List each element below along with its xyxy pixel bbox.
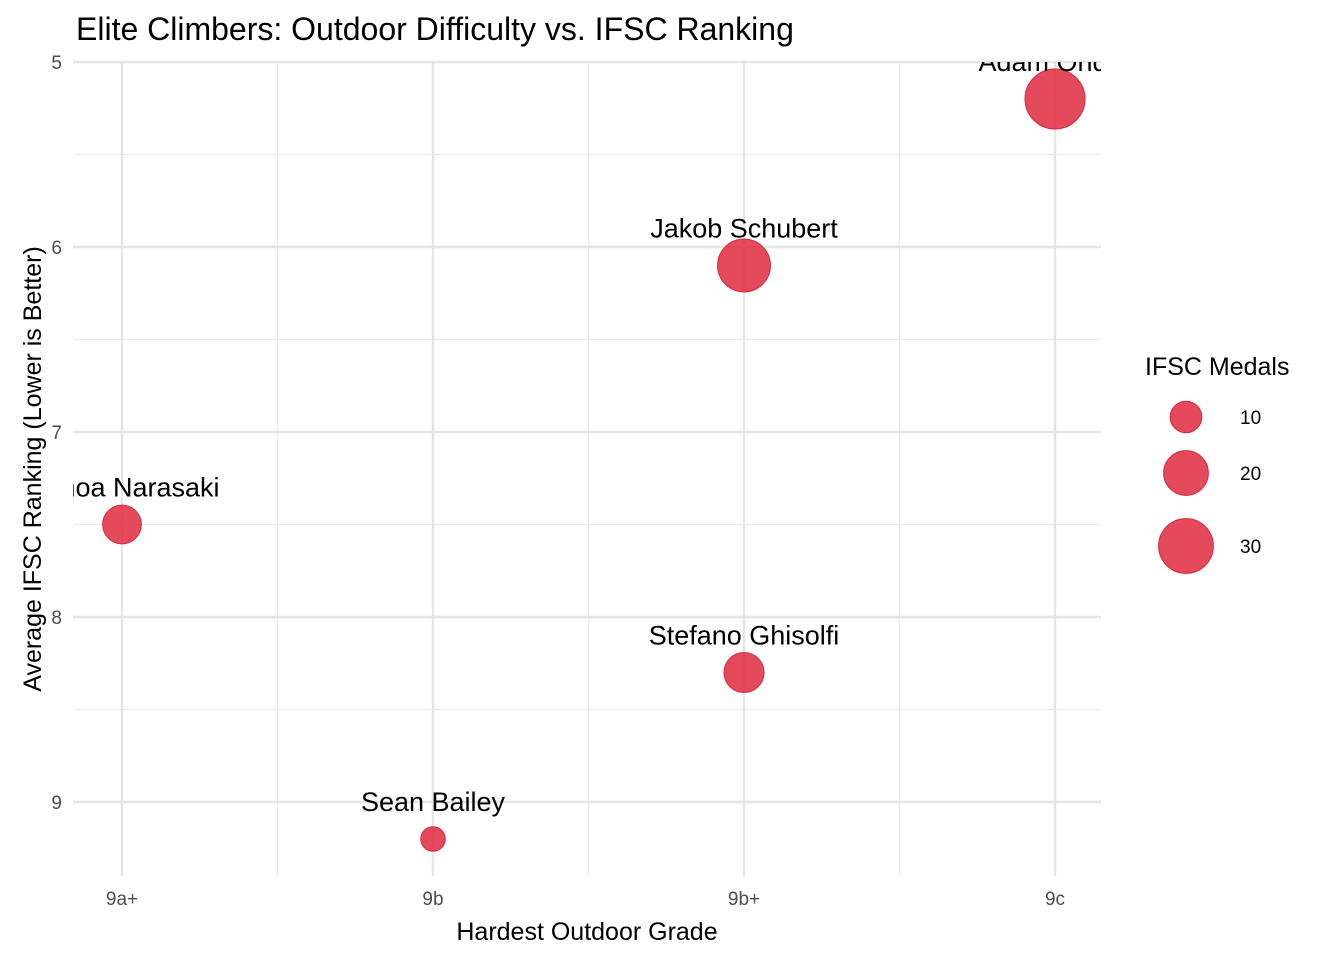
data-label: Jakob Schubert: [650, 214, 838, 244]
x-axis-title: Hardest Outdoor Grade: [456, 918, 717, 946]
data-point: [717, 238, 771, 293]
x-tick-label: 9a+: [106, 889, 138, 910]
y-tick-label: 7: [51, 423, 62, 444]
data-label: Sean Bailey: [361, 787, 506, 817]
legend-label: 10: [1240, 408, 1261, 429]
grid-minor: [73, 62, 1101, 876]
y-tick-label: 6: [51, 238, 62, 259]
legend-key: [1169, 400, 1203, 434]
legend-label: 20: [1240, 464, 1261, 485]
y-tick-label: 5: [51, 53, 62, 74]
data-point: [102, 504, 142, 545]
data-label: Tomoa Narasaki: [24, 473, 219, 503]
y-axis-title: Average IFSC Ranking (Lower is Better): [19, 246, 47, 692]
legend-key: [1163, 450, 1209, 496]
y-axis-ticks: 5 6 7 8 9: [51, 53, 62, 814]
y-tick-label: 9: [51, 793, 62, 814]
x-axis-ticks: 9a+ 9b 9b+ 9c: [106, 889, 1065, 910]
data-labels: Adam Ondra Jakob Schubert Tomoa Narasaki St…: [24, 47, 1132, 817]
grid-major: [73, 60, 1101, 876]
data-label: Stefano Ghisolfi: [649, 621, 840, 651]
y-tick-label: 8: [51, 608, 62, 629]
legend-label: 30: [1240, 537, 1261, 558]
legend-items: 10 20 30: [1158, 400, 1261, 574]
size-legend: IFSC Medals 10 20 30: [1145, 353, 1289, 574]
legend-title: IFSC Medals: [1145, 353, 1289, 381]
x-tick-label: 9c: [1045, 889, 1065, 910]
data-point: [1024, 68, 1086, 130]
x-tick-label: 9b+: [728, 889, 760, 910]
chart-title: Elite Climbers: Outdoor Difficulty vs. I…: [76, 11, 794, 47]
data-points: [102, 68, 1086, 852]
x-tick-label: 9b: [422, 889, 443, 910]
legend-key: [1158, 518, 1214, 574]
data-point: [420, 826, 446, 852]
data-point: [723, 652, 765, 693]
data-label: Adam Ondra: [978, 47, 1132, 77]
